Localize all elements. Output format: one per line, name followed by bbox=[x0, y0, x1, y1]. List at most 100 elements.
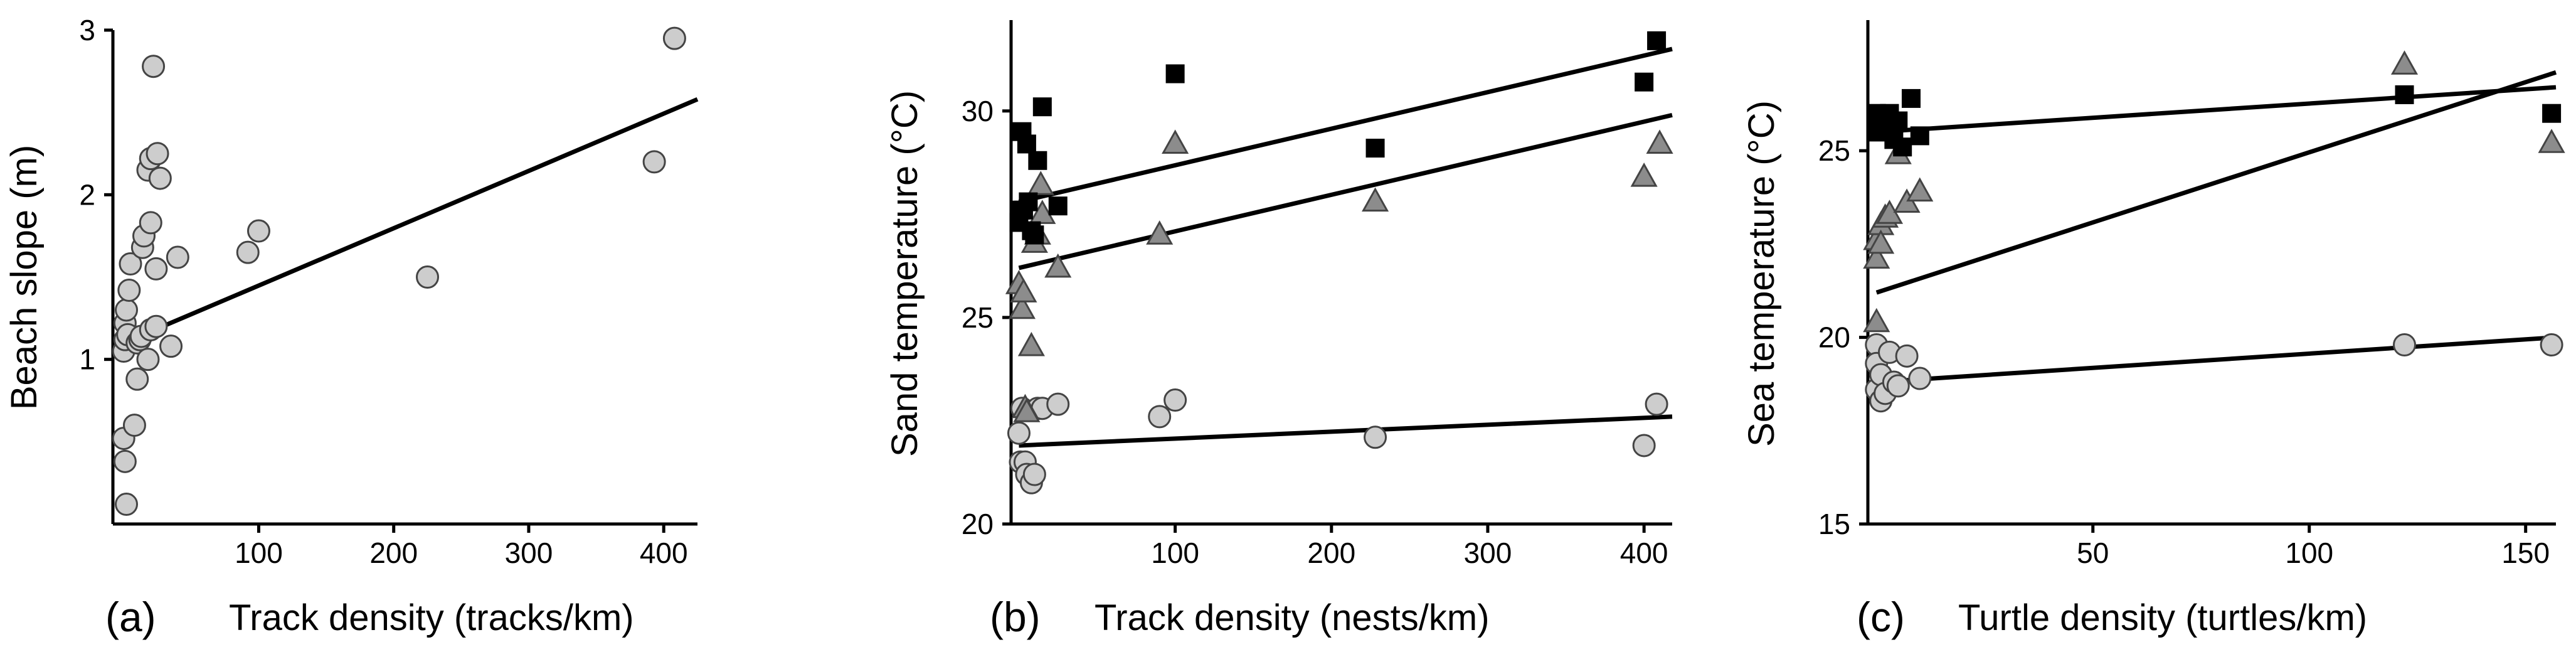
point-c-s1-11 bbox=[2538, 129, 2565, 153]
point-b-s2-5 bbox=[1019, 192, 1038, 211]
trendline-b-0 bbox=[1019, 414, 1673, 448]
point-a-s0-25 bbox=[146, 142, 169, 166]
panel-label-c: (c) bbox=[1857, 594, 1905, 640]
panel-b: Sand temperature (°C) Track density (nes… bbox=[884, 20, 1673, 640]
trendline-c-0 bbox=[1876, 335, 2557, 385]
point-b-s1-11 bbox=[1146, 220, 1174, 245]
y-tick-label-b-2: 30 bbox=[962, 95, 994, 127]
point-c-s1-0 bbox=[1863, 244, 1890, 269]
point-c-s0-12 bbox=[2540, 333, 2563, 356]
point-b-s1-15 bbox=[1646, 129, 1673, 154]
point-a-s0-0 bbox=[115, 493, 139, 516]
point-c-s2-9 bbox=[1910, 126, 1929, 146]
point-a-s0-23 bbox=[144, 314, 168, 338]
point-a-s0-24 bbox=[144, 257, 168, 281]
point-a-s0-30 bbox=[246, 219, 270, 243]
point-b-s2-10 bbox=[1048, 196, 1068, 216]
point-c-s0-10 bbox=[1908, 366, 1932, 390]
point-b-s0-9 bbox=[1046, 392, 1070, 416]
x-tick-label-a-1: 200 bbox=[369, 537, 418, 569]
point-a-s0-1 bbox=[113, 449, 137, 473]
trendline-c-1 bbox=[1875, 70, 2557, 295]
point-b-s0-0 bbox=[1007, 421, 1031, 445]
y-tick-label-a-1: 2 bbox=[79, 178, 95, 211]
trendlines-b bbox=[1018, 46, 1673, 448]
x-tick-label-b-1: 200 bbox=[1307, 537, 1355, 569]
trendlines-a bbox=[122, 97, 699, 345]
trendline-a-0 bbox=[122, 97, 699, 345]
point-a-s0-17 bbox=[136, 348, 160, 372]
y-tick-label-b-1: 25 bbox=[962, 301, 994, 334]
point-a-s0-11 bbox=[125, 367, 149, 391]
point-c-s1-9 bbox=[1906, 177, 1934, 202]
point-c-s2-8 bbox=[1901, 88, 1921, 108]
point-b-s0-13 bbox=[1632, 434, 1656, 457]
point-b-s2-14 bbox=[1647, 31, 1667, 50]
point-a-s0-27 bbox=[159, 334, 183, 358]
ticks-c: 50 100 150 15 20 25 bbox=[1818, 134, 2550, 569]
point-a-s0-6 bbox=[115, 298, 139, 322]
point-b-s0-6 bbox=[1022, 463, 1046, 486]
point-a-s0-32 bbox=[642, 150, 666, 174]
point-a-s0-33 bbox=[662, 26, 686, 50]
trendline-b-1 bbox=[1018, 112, 1673, 270]
point-c-s2-6 bbox=[1889, 111, 1908, 131]
y-tick-label-c-0: 15 bbox=[1818, 508, 1850, 540]
x-tick-label-a-0: 100 bbox=[235, 537, 283, 569]
point-b-s1-9 bbox=[1029, 200, 1056, 224]
point-b-s1-4 bbox=[1013, 398, 1041, 422]
trendline-c-2 bbox=[1876, 85, 2557, 134]
point-b-s1-8 bbox=[1027, 171, 1054, 195]
panel-label-a: (a) bbox=[105, 594, 156, 640]
point-a-s0-26 bbox=[148, 166, 172, 190]
y-tick-label-a-0: 1 bbox=[79, 343, 95, 376]
x-axis-title-c: Turtle density (turtles/km) bbox=[1958, 597, 2367, 638]
point-c-s2-10 bbox=[2395, 85, 2414, 104]
y-axis-title-a: Beach slope (m) bbox=[4, 145, 45, 410]
ticks-b: 100 200 300 400 20 25 30 bbox=[962, 95, 1668, 569]
point-b-s1-12 bbox=[1162, 129, 1189, 154]
x-tick-label-a-2: 300 bbox=[505, 537, 553, 569]
point-b-s2-8 bbox=[1028, 151, 1047, 170]
y-tick-label-c-2: 25 bbox=[1818, 134, 1850, 167]
y-tick-label-c-1: 20 bbox=[1818, 321, 1850, 354]
point-c-s1-10 bbox=[2390, 50, 2419, 75]
point-c-s1-2 bbox=[1863, 307, 1890, 333]
trendlines-c bbox=[1875, 70, 2557, 385]
trendline-b-2 bbox=[1018, 46, 1673, 205]
point-b-s2-13 bbox=[1635, 72, 1654, 92]
points-c bbox=[1863, 50, 2565, 413]
point-b-s0-10 bbox=[1148, 405, 1172, 429]
point-c-s2-11 bbox=[2542, 104, 2562, 123]
x-tick-label-c-2: 150 bbox=[2501, 537, 2550, 569]
y-tick-label-a-2: 3 bbox=[79, 14, 95, 46]
point-b-s1-1 bbox=[1008, 294, 1036, 319]
y-axis-title-c: Sea temperature (°C) bbox=[1741, 100, 1782, 447]
y-tick-label-b-0: 20 bbox=[962, 508, 994, 540]
point-b-s0-12 bbox=[1364, 425, 1387, 449]
x-tick-label-c-0: 50 bbox=[2077, 537, 2109, 569]
point-b-s2-12 bbox=[1365, 139, 1385, 158]
point-c-s0-11 bbox=[2393, 333, 2417, 356]
point-b-s2-11 bbox=[1165, 64, 1185, 83]
point-b-s2-7 bbox=[1025, 225, 1044, 245]
point-c-s1-4 bbox=[1867, 229, 1895, 254]
point-b-s2-9 bbox=[1032, 97, 1052, 117]
point-b-s1-2 bbox=[1010, 278, 1037, 302]
x-tick-label-b-2: 300 bbox=[1464, 537, 1512, 569]
x-axis-title-b: Track density (nests/km) bbox=[1095, 597, 1490, 638]
point-c-s0-9 bbox=[1895, 344, 1919, 368]
point-b-s2-4 bbox=[1017, 134, 1036, 154]
point-c-s2-7 bbox=[1893, 137, 1912, 157]
point-a-s0-7 bbox=[117, 278, 141, 302]
point-a-s0-31 bbox=[416, 265, 440, 289]
point-a-s0-20 bbox=[139, 211, 162, 235]
point-b-s1-13 bbox=[1362, 187, 1389, 212]
ticks-a: 100 200 300 400 1 2 3 bbox=[79, 14, 687, 569]
x-tick-label-c-1: 100 bbox=[2285, 537, 2333, 569]
point-c-s0-8 bbox=[1886, 374, 1910, 398]
x-tick-label-b-3: 400 bbox=[1620, 537, 1668, 569]
points-a bbox=[112, 26, 686, 516]
point-a-s0-28 bbox=[166, 245, 189, 269]
